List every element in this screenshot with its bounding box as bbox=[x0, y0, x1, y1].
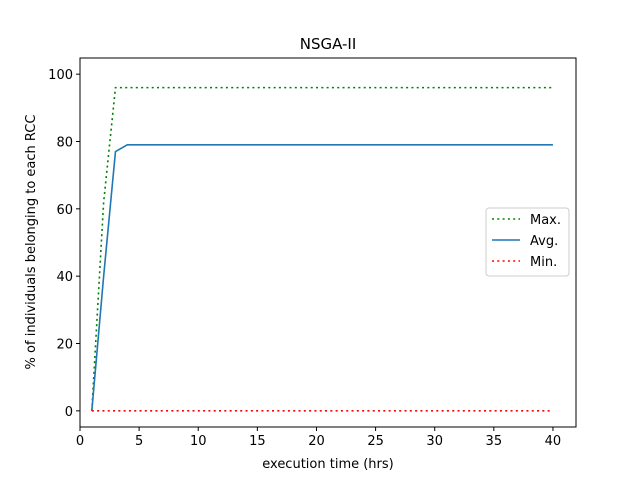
x-tick-label: 5 bbox=[135, 434, 143, 449]
legend: Max. Avg. Min. bbox=[485, 207, 570, 277]
series-group bbox=[91, 86, 553, 412]
chart-title: NSGA-II bbox=[300, 35, 357, 53]
y-tick-label: 60 bbox=[56, 203, 73, 218]
legend-label: Avg. bbox=[530, 234, 558, 249]
y-tick-label: 20 bbox=[56, 338, 73, 353]
legend-label: Min. bbox=[530, 255, 557, 270]
tick-group: 0 5 10 15 20 25 30 35 40 0 20 40 60 80 100 bbox=[48, 68, 561, 449]
x-tick-label: 30 bbox=[426, 434, 443, 449]
x-tick-label: 10 bbox=[190, 434, 207, 449]
x-tick-label: 15 bbox=[249, 434, 266, 449]
x-tick-label: 20 bbox=[308, 434, 325, 449]
y-tick-label: 40 bbox=[56, 270, 73, 285]
series-line-avg bbox=[91, 144, 553, 411]
x-axis-label: execution time (hrs) bbox=[262, 457, 394, 472]
x-tick-label: 25 bbox=[367, 434, 384, 449]
x-tick-label: 35 bbox=[486, 434, 503, 449]
y-tick-label: 80 bbox=[56, 135, 73, 150]
x-tick-label: 40 bbox=[545, 434, 562, 449]
legend-box bbox=[485, 207, 570, 277]
series-line-max bbox=[91, 86, 553, 411]
y-tick-label: 0 bbox=[65, 405, 73, 420]
y-tick-label: 100 bbox=[48, 68, 73, 83]
x-tick-label: 0 bbox=[76, 434, 84, 449]
plot-frame bbox=[79, 57, 577, 428]
legend-label: Max. bbox=[530, 213, 561, 228]
y-axis-label: % of individuals belonging to each RCC bbox=[24, 115, 39, 370]
